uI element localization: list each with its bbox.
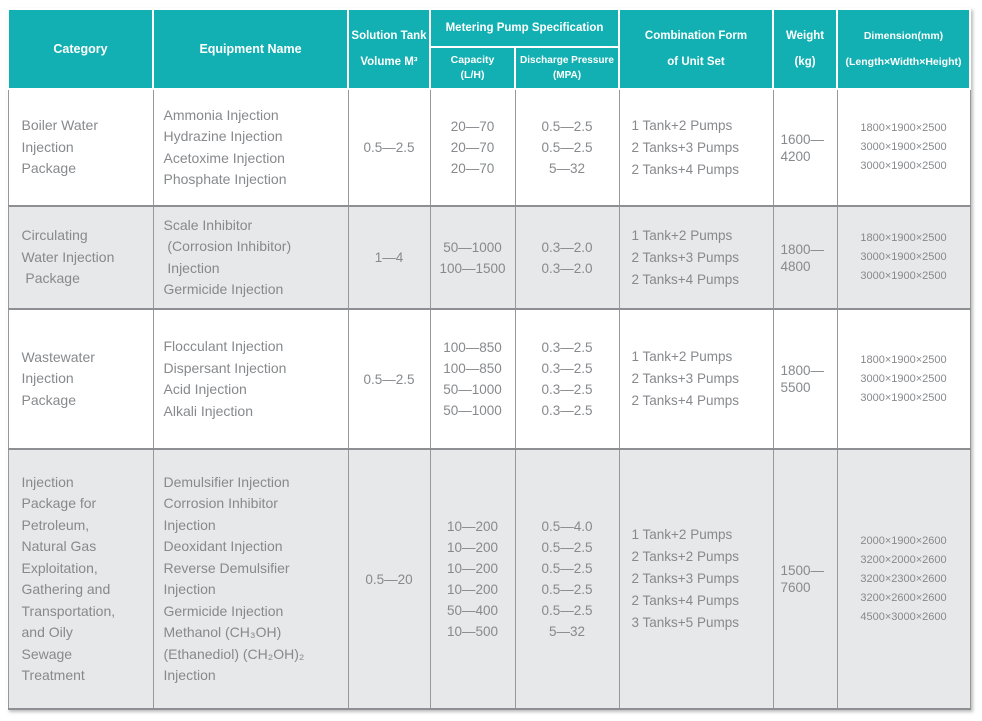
row-circulating-water: Circulating Water Injection Package Scal… xyxy=(7,205,971,310)
tank-volume-cell: 0.5—2.5 xyxy=(347,308,431,450)
tank-volume-cell: 1—4 xyxy=(347,205,431,310)
tank-volume-cell: 0.5—20 xyxy=(347,448,431,710)
capacity-cell: 100—850 100—850 50—1000 50—1000 xyxy=(429,308,516,450)
weight-cell: 1600— 4200 xyxy=(772,88,838,207)
discharge-cell: 0.5—4.0 0.5—2.5 0.5—2.5 0.5—2.5 0.5—2.5 … xyxy=(514,448,620,710)
equipment-cell: Scale Inhibitor (Corrosion Inhibitor) In… xyxy=(152,205,349,310)
header-combination-form: Combination Form of Unit Set xyxy=(618,8,775,90)
capacity-cell: 10—200 10—200 10—200 10—200 50—400 10—50… xyxy=(429,448,516,710)
weight-cell: 1800— 5500 xyxy=(772,308,838,450)
table-header: Category Equipment Name Solution Tank Vo… xyxy=(7,8,972,90)
header-weight: Weight (kg) xyxy=(772,8,839,90)
header-discharge-pressure: Discharge Pressure (MPA) xyxy=(513,46,621,90)
category-cell: Injection Package for Petroleum, Natural… xyxy=(7,448,154,710)
discharge-cell: 0.5—2.5 0.5—2.5 5—32 xyxy=(514,88,620,207)
dimension-cell: 2000×1900×2600 3200×2000×2600 3200×2300×… xyxy=(836,448,971,710)
row-petroleum-injection: Injection Package for Petroleum, Natural… xyxy=(7,448,971,710)
category-cell: Wastewater Injection Package xyxy=(7,308,154,450)
dimension-cell: 1800×1900×2500 3000×1900×2500 3000×1900×… xyxy=(836,308,971,450)
equipment-cell: Ammonia Injection Hydrazine Injection Ac… xyxy=(152,88,349,207)
table-body: Boiler Water Injection Package Ammonia I… xyxy=(7,88,971,710)
discharge-cell: 0.3—2.0 0.3—2.0 xyxy=(514,205,620,310)
tank-volume-cell: 0.5—2.5 xyxy=(347,88,431,207)
capacity-cell: 20—70 20—70 20—70 xyxy=(429,88,516,207)
row-boiler-water: Boiler Water Injection Package Ammonia I… xyxy=(7,88,971,207)
dimension-cell: 1800×1900×2500 3000×1900×2500 3000×1900×… xyxy=(836,88,971,207)
combination-cell: 1 Tank+2 Pumps 2 Tanks+3 Pumps 2 Tanks+4… xyxy=(618,88,774,207)
combination-cell: 1 Tank+2 Pumps 2 Tanks+3 Pumps 2 Tanks+4… xyxy=(618,205,774,310)
header-solution-tank-volume: Solution Tank Volume M³ xyxy=(347,8,431,90)
category-cell: Circulating Water Injection Package xyxy=(7,205,154,310)
weight-cell: 1500— 7600 xyxy=(772,448,838,710)
equipment-cell: Flocculant Injection Dispersant Injectio… xyxy=(152,308,349,450)
weight-cell: 1800— 4800 xyxy=(772,205,838,310)
header-metering-pump-specification: Metering Pump Specification xyxy=(428,8,621,48)
capacity-cell: 50—1000 100—1500 xyxy=(429,205,516,310)
combination-cell: 1 Tank+2 Pumps 2 Tanks+3 Pumps 2 Tanks+4… xyxy=(618,308,774,450)
header-row-top: Category Equipment Name Solution Tank Vo… xyxy=(7,8,972,90)
discharge-cell: 0.3—2.5 0.3—2.5 0.3—2.5 0.3—2.5 xyxy=(514,308,620,450)
header-capacity: Capacity (L/H) xyxy=(429,46,516,90)
header-row-sub: Capacity (L/H) Discharge Pressure (MPA) xyxy=(8,46,970,90)
category-cell: Boiler Water Injection Package xyxy=(7,88,154,207)
row-wastewater: Wastewater Injection Package Flocculant … xyxy=(7,308,971,450)
equipment-cell: Demulsifier Injection Corrosion Inhibito… xyxy=(152,448,349,710)
combination-cell: 1 Tank+2 Pumps 2 Tanks+2 Pumps 2 Tanks+3… xyxy=(618,448,774,710)
header-dimension: Dimension(mm) (Length×Width×Height) xyxy=(836,8,972,90)
header-equipment-name: Equipment Name xyxy=(152,8,349,90)
injection-package-spec-table: Category Equipment Name Solution Tank Vo… xyxy=(7,8,972,710)
header-category: Category xyxy=(7,8,154,90)
dimension-cell: 1800×1900×2500 3000×1900×2500 3000×1900×… xyxy=(836,205,971,310)
